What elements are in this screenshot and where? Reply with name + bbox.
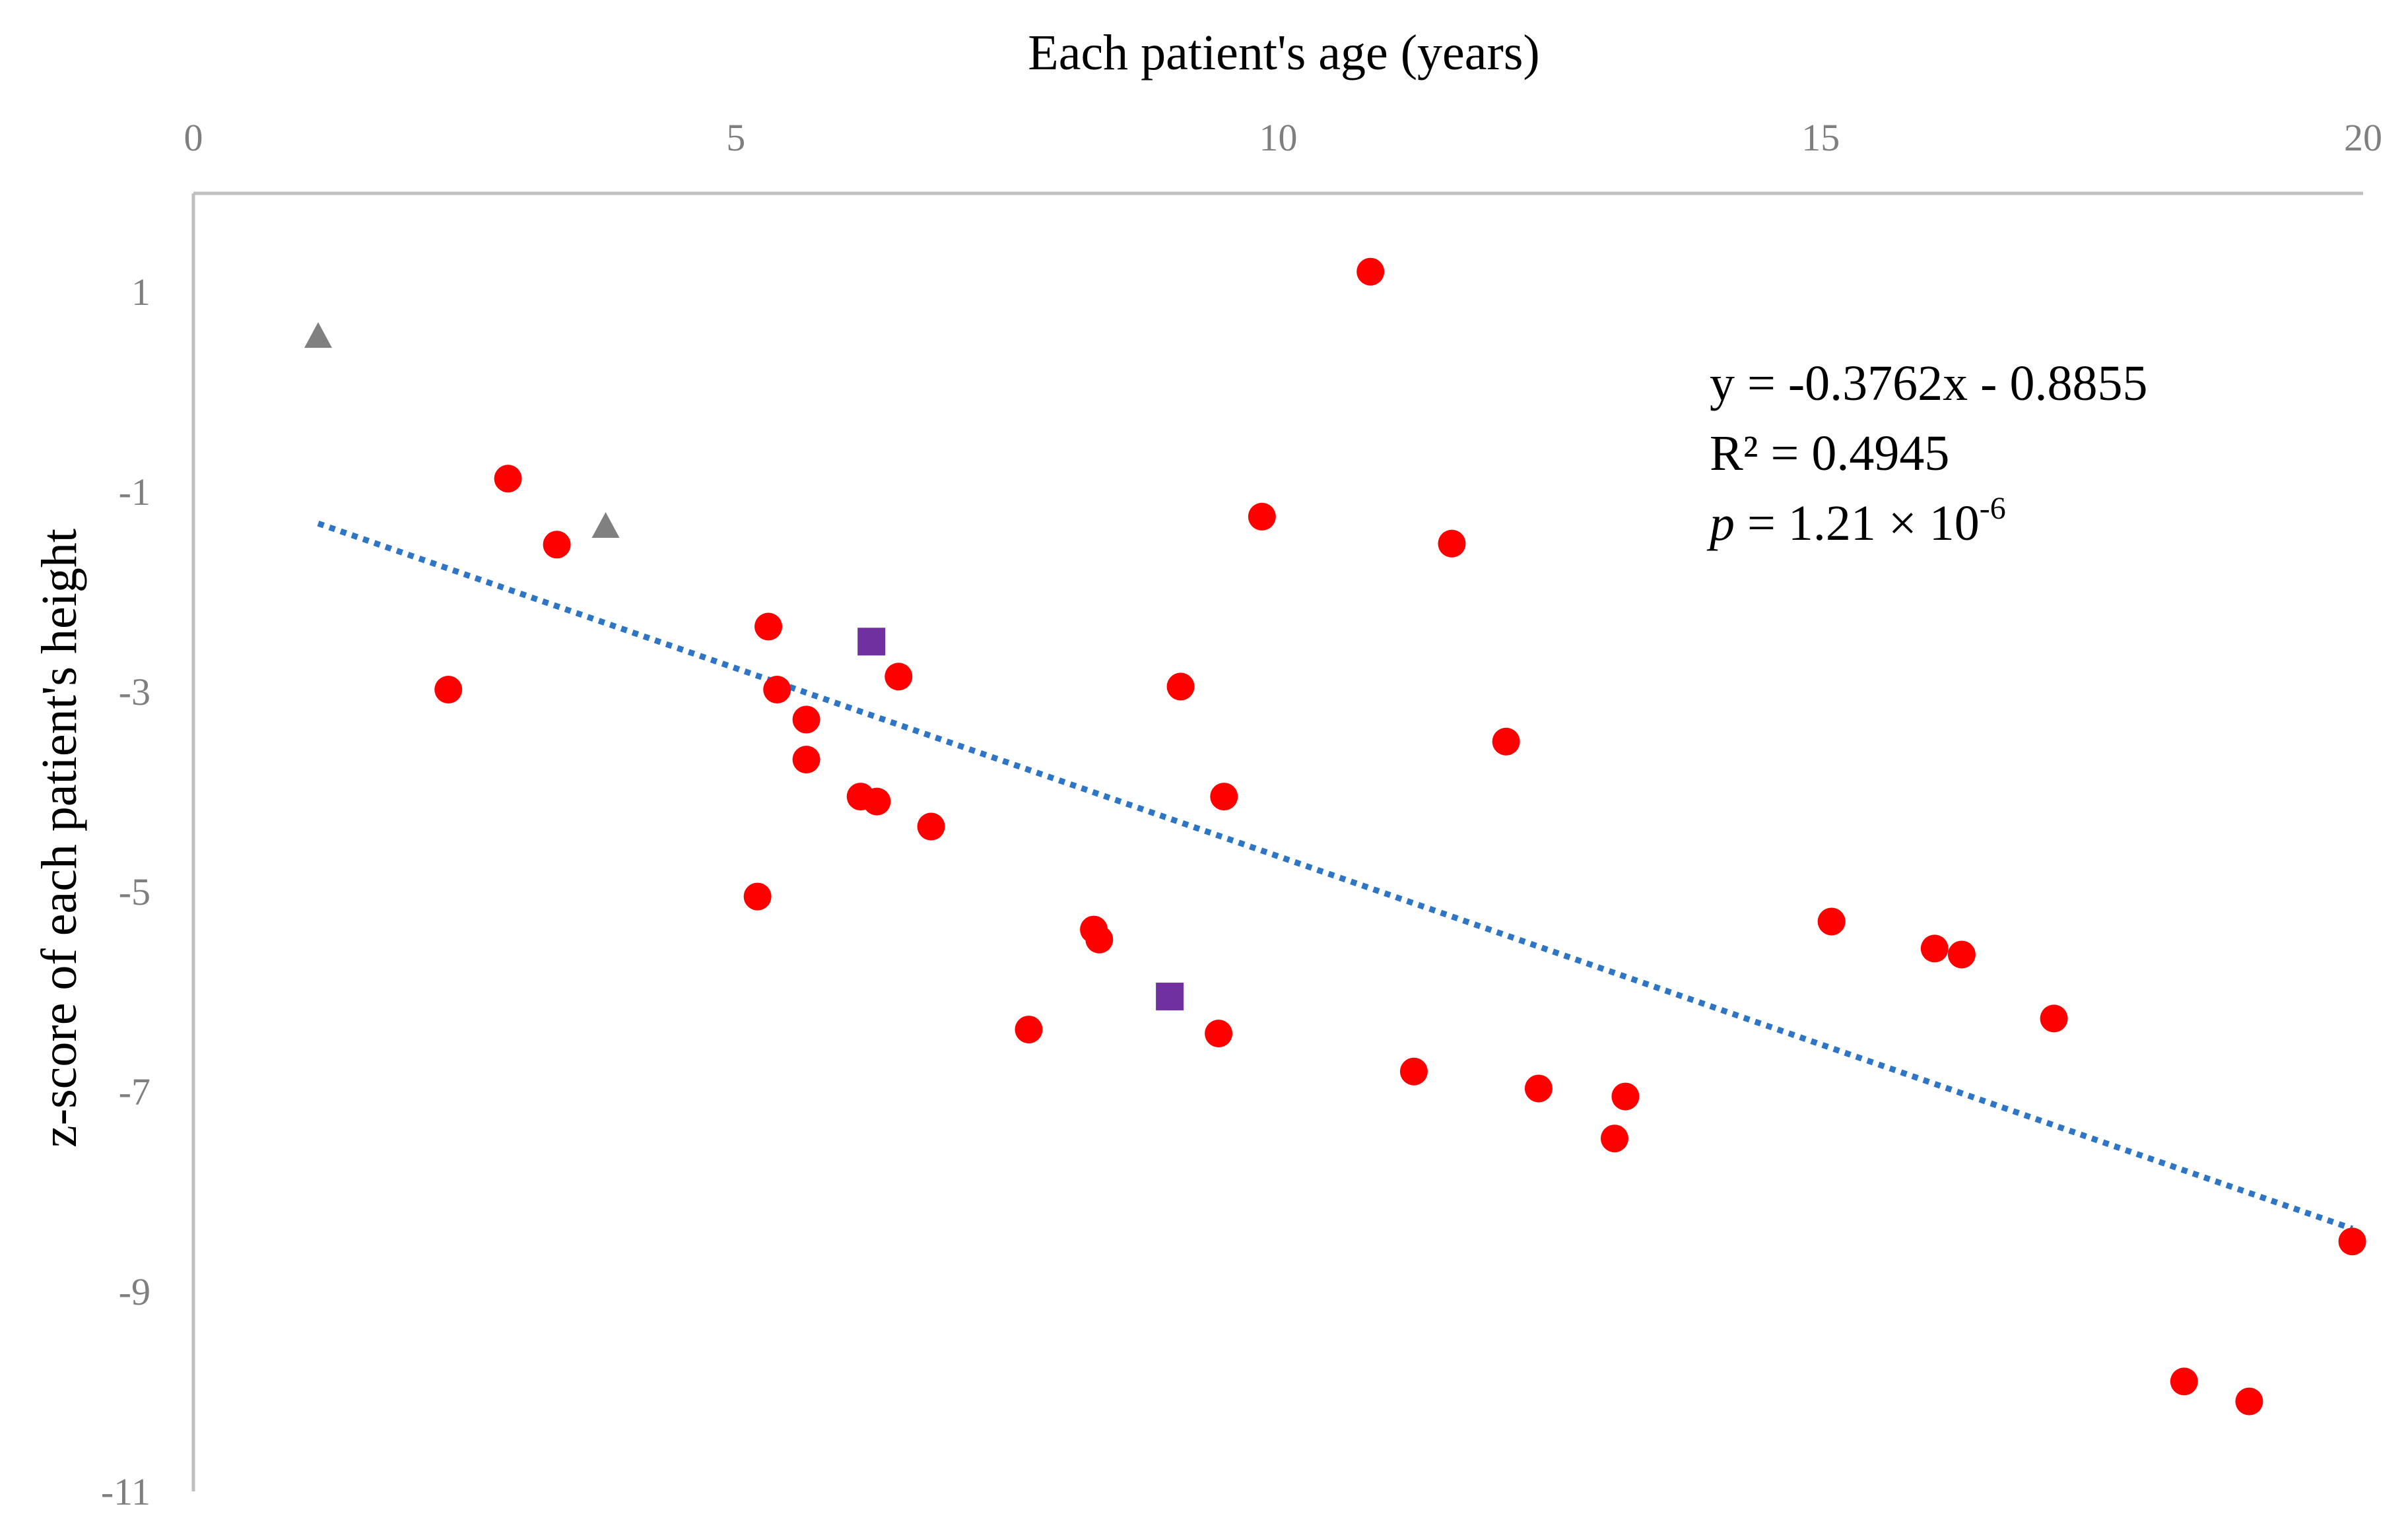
y-tick-label: -11 (101, 1470, 150, 1513)
data-point-circle (863, 787, 891, 816)
y-tick-label: -9 (119, 1270, 150, 1313)
x-tick-label: 5 (726, 116, 745, 159)
data-point-square (857, 628, 886, 656)
data-point-square (1156, 983, 1184, 1011)
data-point-circle (1524, 1074, 1553, 1103)
data-point-circle (754, 612, 783, 641)
data-point-circle (1611, 1082, 1640, 1111)
data-point-circle (1015, 1016, 1043, 1044)
data-point-circle (1600, 1124, 1628, 1153)
x-tick-labels: 0 5 10 15 20 (184, 116, 2383, 159)
data-point-circle (792, 746, 820, 774)
data-point-circle (743, 882, 772, 911)
data-point-circle (1492, 727, 1520, 756)
p-value-label: p = 1.21 × 10-6 (1706, 491, 2006, 551)
data-point-circle (1438, 529, 1466, 558)
data-point-circle (543, 531, 571, 559)
data-point-circle (2170, 1367, 2198, 1396)
data-point-circle (763, 675, 791, 703)
data-point-circle (1166, 672, 1195, 701)
trendline (317, 520, 2354, 1232)
data-point-circle (1205, 1020, 1233, 1048)
x-tick-label: 20 (2344, 116, 2382, 159)
y-tick-labels: 1 -1 -3 -5 -7 -9 -11 (101, 271, 150, 1513)
data-point-circle (1817, 907, 1846, 936)
data-point-circle (792, 705, 820, 734)
data-point-triangle (304, 322, 333, 348)
data-point-circle (1356, 257, 1385, 286)
trendline-group (317, 520, 2354, 1232)
data-point-circle (2338, 1227, 2366, 1256)
data-point-circle (1947, 940, 1976, 969)
p-exponent: -6 (1980, 491, 2006, 526)
x-tick-label: 15 (1801, 116, 1840, 159)
x-axis-title: Each patient's age (years) (1028, 25, 1539, 81)
data-point-circle (1399, 1057, 1428, 1086)
y-tick-label: -1 (119, 471, 150, 513)
data-point-circle (1210, 783, 1238, 811)
data-point-circle (917, 812, 945, 841)
data-point-circle (2235, 1387, 2263, 1416)
y-tick-label: -5 (119, 870, 150, 913)
data-points (304, 257, 2366, 1416)
x-tick-label: 0 (184, 116, 203, 159)
y-tick-label: 1 (131, 271, 150, 313)
r-squared-label: R² = 0.4945 (1710, 426, 1949, 481)
data-point-circle (2040, 1004, 2068, 1033)
data-point-circle (1920, 934, 1949, 963)
p-italic: p (1706, 496, 1735, 551)
data-point-circle (1248, 502, 1276, 531)
data-point-circle (494, 465, 522, 493)
data-point-circle (885, 663, 913, 691)
data-point-circle (434, 675, 463, 703)
data-point-triangle (591, 512, 620, 538)
y-tick-label: -7 (119, 1070, 150, 1113)
equation-label: y = -0.3762x - 0.8855 (1710, 356, 2147, 411)
p-value-text: = 1.21 × 10 (1735, 496, 1980, 551)
y-tick-label: -3 (119, 670, 150, 713)
data-point-circle (1085, 925, 1114, 954)
x-tick-label: 10 (1259, 116, 1298, 159)
y-axis-title: z-score of each patient's height (32, 529, 87, 1148)
